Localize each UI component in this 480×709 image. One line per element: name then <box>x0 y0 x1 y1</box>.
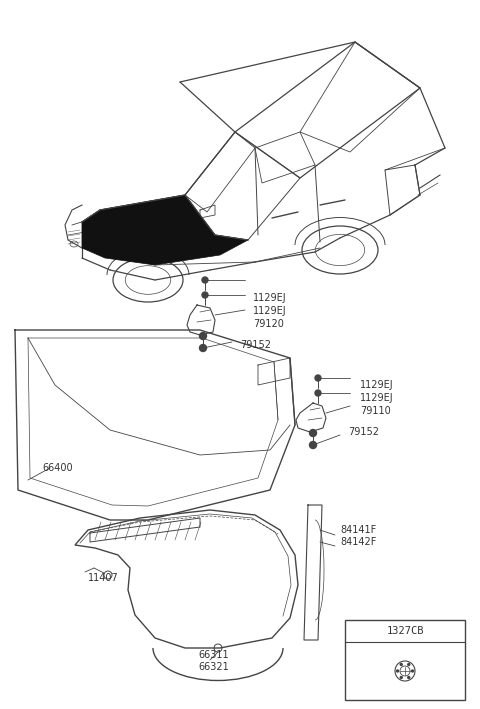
Text: 79152: 79152 <box>240 340 271 350</box>
Text: 79120: 79120 <box>253 319 284 329</box>
Circle shape <box>396 670 398 672</box>
Bar <box>345 620 465 700</box>
Text: 79110: 79110 <box>360 406 391 416</box>
Circle shape <box>200 345 206 352</box>
Circle shape <box>400 676 402 679</box>
Polygon shape <box>82 195 248 265</box>
Text: 84142F: 84142F <box>340 537 376 547</box>
Circle shape <box>200 333 206 340</box>
Circle shape <box>310 442 316 449</box>
Text: 1129EJ: 1129EJ <box>253 293 287 303</box>
Circle shape <box>408 676 410 679</box>
Circle shape <box>315 375 321 381</box>
Text: 1129EJ: 1129EJ <box>360 380 394 390</box>
Circle shape <box>400 664 402 666</box>
Circle shape <box>411 670 413 672</box>
Text: 1129EJ: 1129EJ <box>360 393 394 403</box>
Circle shape <box>408 664 410 666</box>
Text: 84141F: 84141F <box>340 525 376 535</box>
Text: 66321: 66321 <box>198 662 229 672</box>
Text: 66400: 66400 <box>42 463 72 473</box>
Text: 11407: 11407 <box>88 573 119 583</box>
Text: 79152: 79152 <box>348 427 379 437</box>
Circle shape <box>315 390 321 396</box>
Circle shape <box>310 430 316 437</box>
Circle shape <box>202 292 208 298</box>
Circle shape <box>202 277 208 283</box>
Text: 1129EJ: 1129EJ <box>253 306 287 316</box>
Text: 1327CB: 1327CB <box>386 626 424 636</box>
Text: 66311: 66311 <box>198 650 228 660</box>
